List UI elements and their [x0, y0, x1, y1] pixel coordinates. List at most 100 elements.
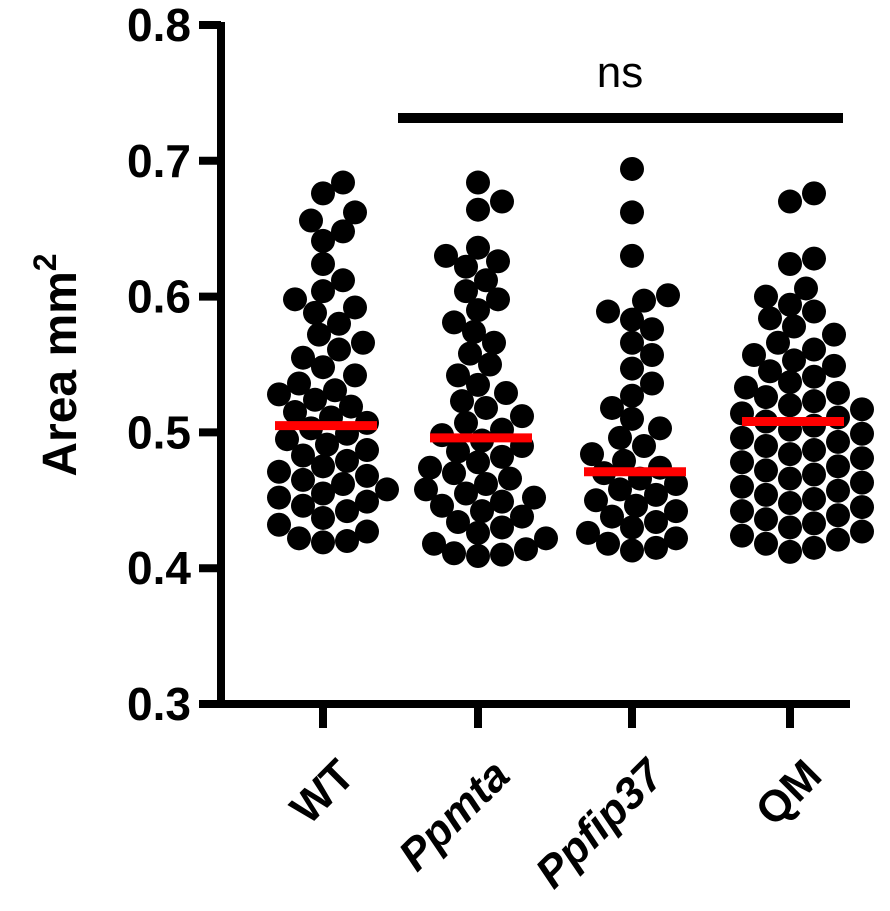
data-point [778, 370, 802, 395]
data-point [303, 300, 327, 325]
data-point [351, 330, 375, 355]
data-point [620, 307, 644, 332]
data-point [454, 254, 478, 279]
data-point [778, 442, 802, 467]
data-point [291, 443, 315, 468]
x-category-label: WT [281, 750, 364, 833]
data-point [850, 495, 874, 520]
data-point [596, 531, 620, 556]
data-point [802, 486, 826, 511]
data-point [778, 466, 802, 491]
data-point [510, 404, 534, 429]
data-point [510, 504, 534, 529]
data-point [596, 299, 620, 324]
data-point [331, 219, 355, 244]
data-point [434, 243, 458, 268]
data-point [355, 438, 379, 463]
data-point [482, 330, 506, 355]
data-point [267, 512, 291, 537]
data-point [742, 342, 766, 367]
data-point [522, 485, 546, 510]
data-point [267, 382, 291, 407]
data-point [794, 276, 818, 301]
data-point [466, 372, 490, 397]
data-point [450, 389, 474, 414]
data-point [612, 448, 636, 473]
data-point [826, 503, 850, 528]
data-point [311, 355, 335, 380]
data-point [802, 535, 826, 560]
data-point [656, 283, 680, 308]
data-point [474, 395, 498, 420]
data-point [299, 208, 323, 233]
data-point [644, 510, 668, 535]
data-point [375, 477, 399, 502]
data-point [466, 543, 490, 568]
data-point [850, 519, 874, 544]
axes [199, 21, 850, 728]
data-point [355, 463, 379, 488]
data-point [778, 515, 802, 540]
significance-label: ns [597, 48, 643, 97]
data-point [287, 526, 311, 551]
data-point [462, 319, 486, 344]
data-point [343, 295, 367, 320]
data-point [339, 394, 363, 419]
data-point [802, 511, 826, 536]
data-point [275, 427, 299, 452]
data-point [446, 510, 470, 535]
data-point [778, 292, 802, 317]
mean-lines [275, 417, 844, 477]
data-point [323, 378, 347, 403]
data-point [291, 345, 315, 370]
data-point [303, 387, 327, 412]
data-point [446, 363, 470, 388]
y-tick-label: 0.5 [127, 406, 191, 458]
data-point [355, 519, 379, 544]
data-point [474, 268, 498, 293]
data-point [624, 493, 648, 518]
data-point [730, 474, 754, 499]
data-point [644, 482, 668, 507]
data-point [267, 485, 291, 510]
data-point [490, 489, 514, 514]
data-point [620, 156, 644, 181]
data-point [311, 228, 335, 253]
data-point [730, 499, 754, 524]
data-point [474, 472, 498, 497]
data-point [454, 279, 478, 304]
data-point [648, 416, 672, 441]
data-point [632, 433, 656, 458]
data-point [466, 170, 490, 195]
data-point [730, 425, 754, 450]
data-point [490, 542, 514, 567]
data-point [850, 446, 874, 471]
data-point [802, 389, 826, 414]
y-axis-title-text: Area mm [34, 271, 87, 476]
data-point [620, 538, 644, 563]
data-point [414, 477, 438, 502]
data-point [754, 531, 778, 556]
data-point [494, 381, 518, 406]
y-tick-label: 0.4 [127, 542, 191, 594]
x-category-label: Ppmta [389, 750, 519, 880]
x-category-label: Ppfip37 [526, 749, 675, 898]
data-point [754, 458, 778, 483]
data-point [664, 499, 688, 524]
data-point [802, 181, 826, 206]
data-point [498, 466, 522, 491]
data-point [422, 531, 446, 556]
data-point [758, 359, 782, 384]
data-point [343, 200, 367, 225]
data-point [307, 322, 331, 347]
data-point [458, 341, 482, 366]
data-point [478, 352, 502, 377]
data-point [608, 425, 632, 450]
data-point [454, 410, 478, 435]
data-point [850, 397, 874, 422]
data-point [664, 526, 688, 551]
data-point [802, 462, 826, 487]
data-point [490, 515, 514, 540]
y-tick-label: 0.8 [127, 0, 191, 51]
data-point [335, 448, 359, 473]
